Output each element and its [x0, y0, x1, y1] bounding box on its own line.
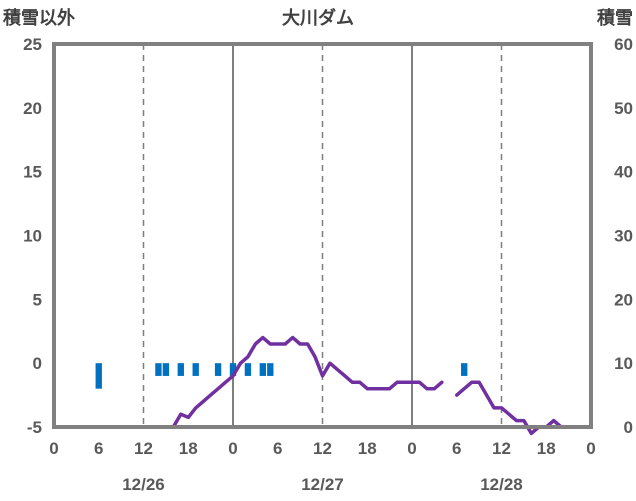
bar-series: [95, 363, 468, 389]
x-axis-hour-ticks: 0 6 12 18 0 6 12 18 0 6 12 18 0: [49, 439, 595, 458]
bar-mark: [214, 363, 222, 376]
chart-title: 大川ダム: [282, 7, 354, 28]
x-date-label: 12/28: [480, 475, 523, 494]
right-tick-label: 40: [614, 163, 633, 182]
right-axis-label: 積雪: [596, 7, 633, 28]
x-hour-tick-label: 12: [313, 439, 332, 458]
x-hour-tick-label: 0: [586, 439, 595, 458]
right-axis-ticks: 60 50 40 30 20 10 0: [614, 35, 633, 437]
x-hour-tick-label: 12: [134, 439, 153, 458]
x-hour-tick-label: 0: [228, 439, 237, 458]
x-hour-tick-label: 18: [537, 439, 556, 458]
x-axis-date-labels: 12/26 12/27 12/28: [122, 475, 523, 494]
x-hour-tick-label: 6: [452, 439, 461, 458]
left-tick-label: -5: [27, 418, 42, 437]
bar-mark: [192, 363, 199, 376]
right-tick-label: 20: [614, 290, 633, 309]
bar-mark: [267, 363, 274, 376]
x-date-label: 12/26: [122, 475, 165, 494]
x-date-label: 12/27: [301, 475, 344, 494]
bar-mark: [244, 363, 252, 376]
x-hour-tick-label: 6: [94, 439, 103, 458]
left-axis-label: 積雪以外: [2, 7, 75, 28]
plot-frame: [52, 42, 593, 429]
left-tick-label: 5: [33, 290, 42, 309]
x-hour-tick-label: 12: [492, 439, 511, 458]
bar-mark: [162, 363, 170, 376]
bar-mark: [95, 363, 102, 389]
x-hour-tick-label: 6: [273, 439, 282, 458]
x-hour-tick-label: 0: [407, 439, 416, 458]
bar-mark: [229, 363, 237, 376]
bar-mark: [155, 363, 162, 376]
right-tick-label: 10: [614, 354, 633, 373]
left-axis-ticks: 25 20 15 10 5 0 -5: [23, 35, 42, 437]
left-tick-label: 15: [23, 163, 42, 182]
right-tick-label: 60: [614, 35, 633, 54]
bar-mark: [259, 363, 267, 376]
x-hour-tick-label: 0: [49, 439, 58, 458]
left-tick-label: 0: [33, 354, 42, 373]
left-tick-label: 25: [23, 35, 42, 54]
x-hour-tick-label: 18: [358, 439, 377, 458]
left-tick-label: 20: [23, 99, 42, 118]
x-hour-tick-label: 18: [179, 439, 198, 458]
bar-mark: [177, 363, 184, 376]
right-tick-label: 30: [614, 227, 633, 246]
bar-mark: [461, 363, 468, 376]
right-tick-label: 0: [624, 418, 633, 437]
left-tick-label: 10: [23, 227, 42, 246]
right-tick-label: 50: [614, 99, 633, 118]
